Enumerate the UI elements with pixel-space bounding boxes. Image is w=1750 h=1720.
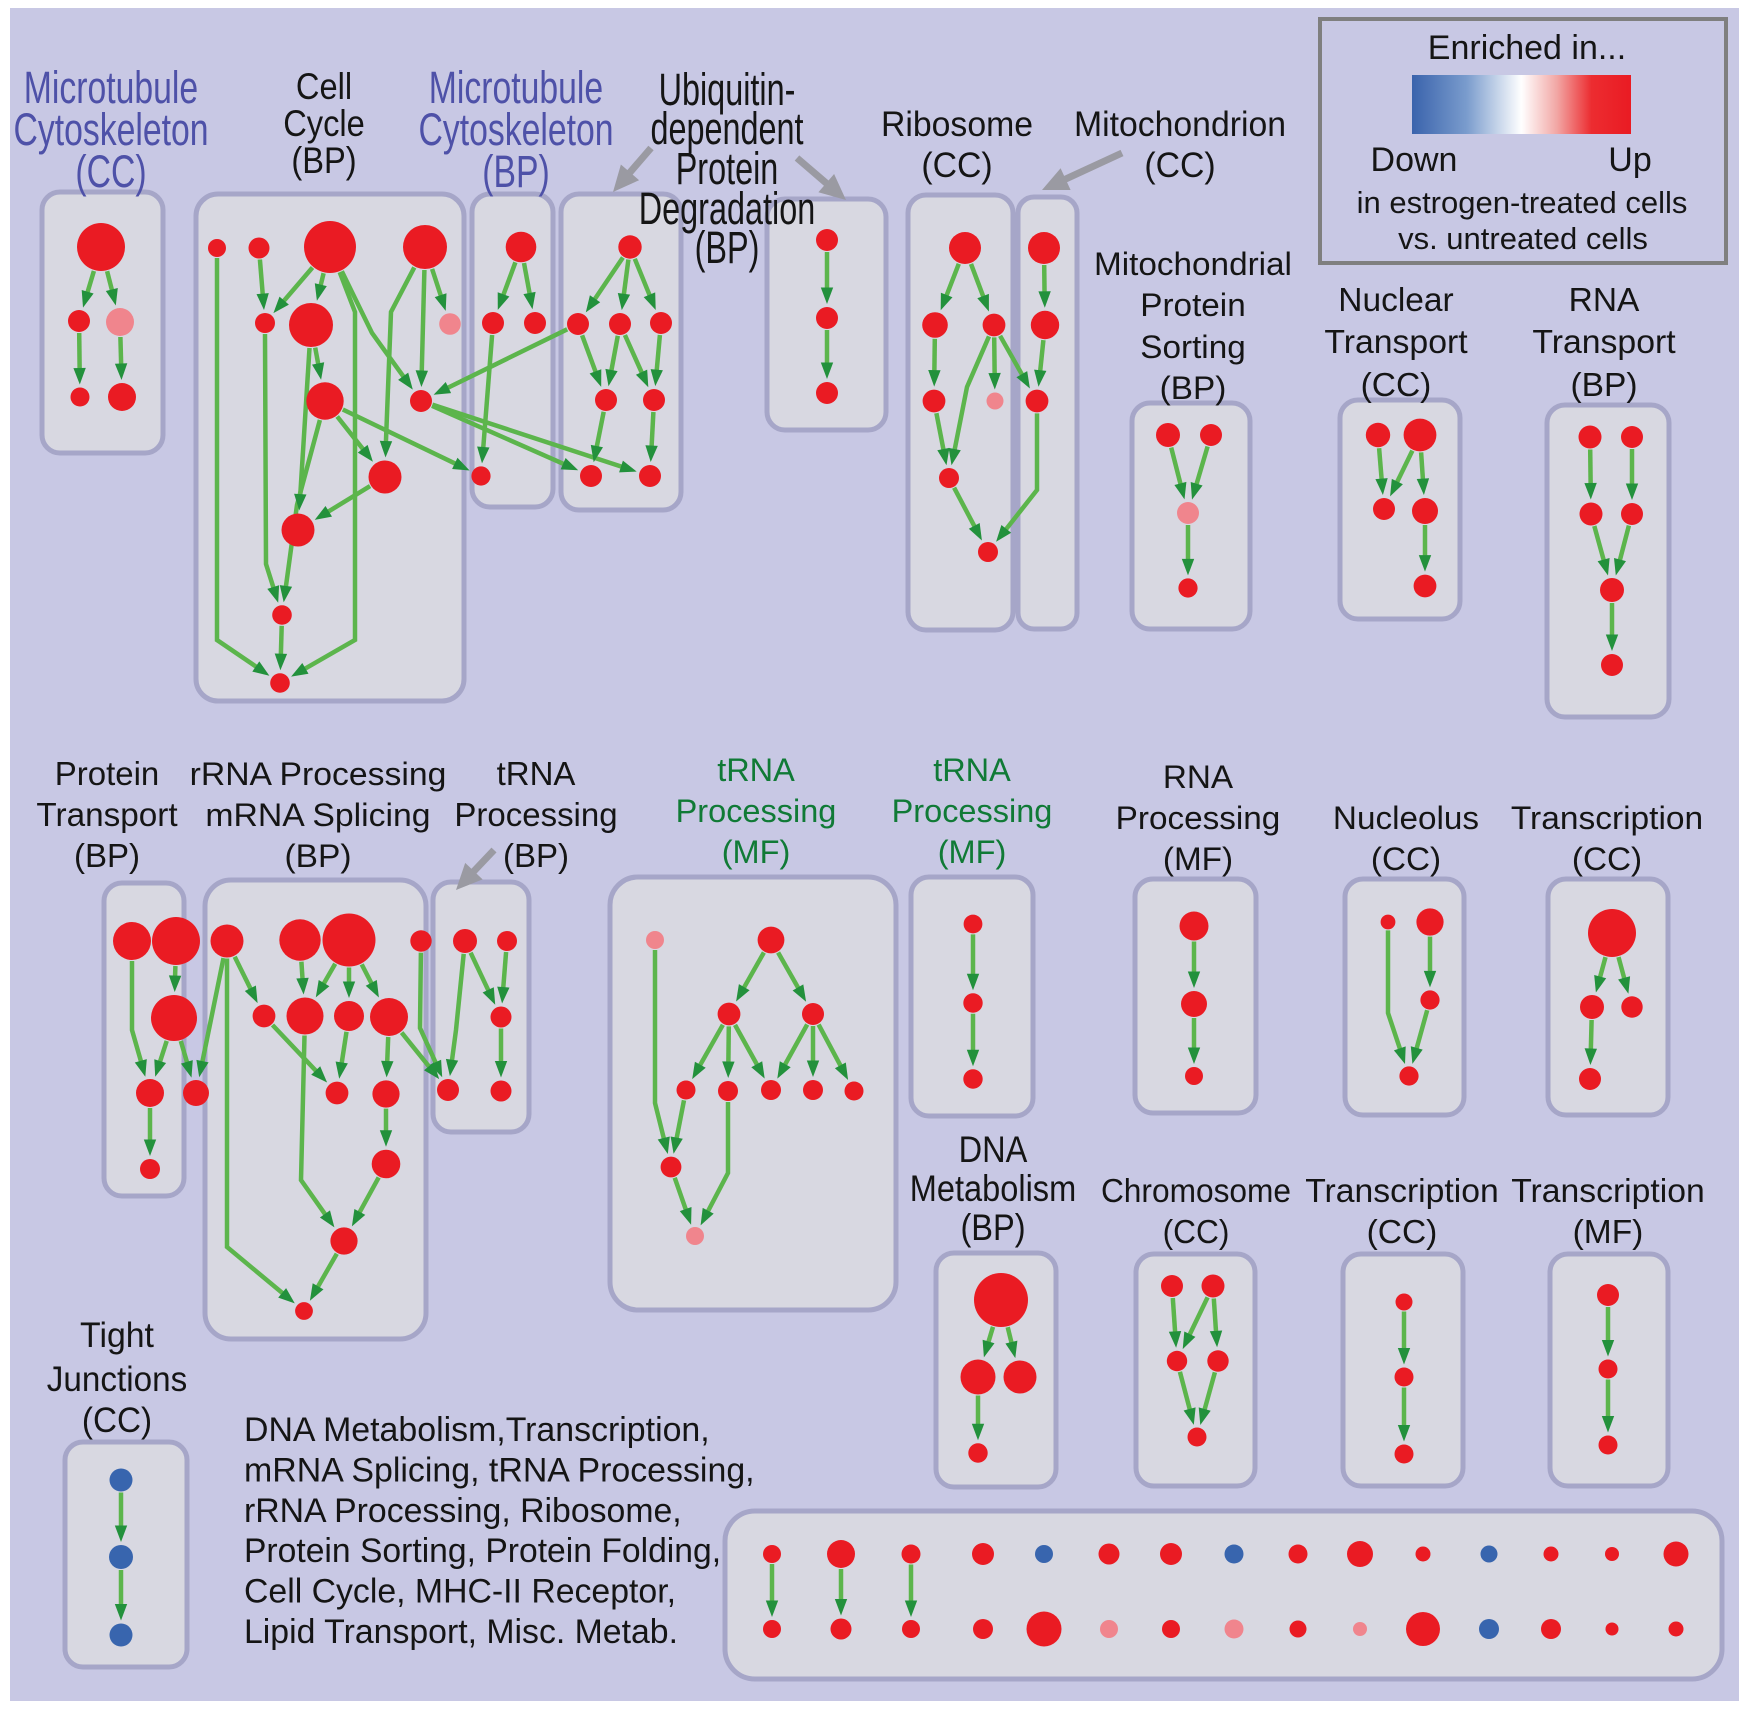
svg-text:Enriched in...: Enriched in... (1428, 29, 1626, 67)
svg-text:Tight: Tight (80, 1316, 154, 1355)
svg-text:(CC): (CC) (1367, 1214, 1438, 1251)
svg-text:Transport: Transport (1532, 324, 1676, 361)
svg-text:Mitochondrial: Mitochondrial (1094, 246, 1292, 282)
svg-text:Transcription: Transcription (1511, 800, 1703, 836)
svg-text:(CC): (CC) (75, 146, 146, 197)
svg-text:Transport: Transport (36, 796, 177, 833)
svg-text:Transcription: Transcription (1511, 1173, 1705, 1210)
svg-text:Protein: Protein (55, 755, 160, 792)
svg-text:mRNA Splicing: mRNA Splicing (205, 797, 430, 833)
svg-text:Processing: Processing (1116, 800, 1281, 836)
svg-text:(BP): (BP) (285, 838, 352, 874)
svg-text:Microtubule: Microtubule (429, 62, 603, 113)
svg-text:tRNA: tRNA (933, 752, 1011, 788)
svg-text:Transcription: Transcription (1305, 1173, 1499, 1210)
svg-text:Sorting: Sorting (1140, 329, 1245, 365)
svg-text:Ribosome: Ribosome (881, 105, 1033, 144)
svg-text:(BP): (BP) (291, 139, 356, 181)
svg-text:in estrogen-treated cells: in estrogen-treated cells (1357, 185, 1688, 220)
svg-text:(CC): (CC) (1361, 367, 1432, 404)
svg-text:Mitochondrion: Mitochondrion (1074, 105, 1286, 144)
svg-text:vs. untreated cells: vs. untreated cells (1398, 221, 1648, 256)
svg-text:(BP): (BP) (695, 222, 760, 273)
svg-text:(MF): (MF) (1573, 1214, 1644, 1251)
svg-text:dependent: dependent (650, 103, 803, 154)
svg-text:Cycle: Cycle (283, 102, 365, 144)
svg-text:(MF): (MF) (722, 834, 791, 870)
svg-text:Lipid Transport, Misc. Metab.: Lipid Transport, Misc. Metab. (244, 1613, 678, 1651)
svg-text:Transport: Transport (1324, 324, 1468, 361)
svg-text:Nucleolus: Nucleolus (1333, 800, 1479, 836)
svg-text:Cytoskeleton: Cytoskeleton (13, 104, 208, 155)
svg-text:tRNA: tRNA (717, 752, 795, 788)
svg-text:Up: Up (1608, 141, 1652, 179)
svg-text:(BP): (BP) (74, 837, 140, 874)
svg-text:Processing: Processing (676, 793, 837, 829)
svg-text:(MF): (MF) (1163, 841, 1233, 877)
svg-text:rRNA Processing: rRNA Processing (190, 756, 447, 792)
svg-text:RNA: RNA (1569, 282, 1640, 319)
svg-text:Protein Sorting, Protein Foldi: Protein Sorting, Protein Folding, (244, 1532, 721, 1570)
svg-text:Degradation: Degradation (639, 183, 816, 234)
svg-text:rRNA Processing, Ribosome,: rRNA Processing, Ribosome, (244, 1492, 682, 1530)
svg-text:Cytoskeleton: Cytoskeleton (418, 104, 613, 155)
svg-text:Microtubule: Microtubule (24, 62, 198, 113)
svg-text:mRNA Splicing, tRNA Processing: mRNA Splicing, tRNA Processing, (244, 1451, 755, 1489)
svg-text:Processing: Processing (892, 793, 1053, 829)
svg-text:(CC): (CC) (921, 146, 992, 185)
svg-text:(CC): (CC) (1371, 841, 1441, 877)
svg-text:Protein: Protein (1140, 287, 1245, 323)
svg-text:DNA: DNA (959, 1129, 1028, 1170)
svg-text:Cell: Cell (296, 65, 352, 107)
svg-text:(CC): (CC) (82, 1401, 152, 1440)
svg-text:tRNA: tRNA (497, 755, 576, 792)
svg-text:(CC): (CC) (1144, 146, 1215, 185)
svg-text:(BP): (BP) (1571, 367, 1638, 404)
svg-text:(BP): (BP) (960, 1207, 1025, 1248)
svg-text:Ubiquitin-: Ubiquitin- (659, 64, 796, 115)
svg-text:(CC): (CC) (1163, 1213, 1230, 1250)
svg-text:(BP): (BP) (482, 146, 550, 197)
svg-text:Nuclear: Nuclear (1338, 282, 1453, 319)
svg-text:DNA Metabolism,Transcription,: DNA Metabolism,Transcription, (244, 1411, 710, 1449)
svg-text:Metabolism: Metabolism (910, 1168, 1076, 1209)
svg-text:(MF): (MF) (938, 834, 1007, 870)
svg-text:Protein: Protein (676, 143, 779, 194)
svg-text:Processing: Processing (454, 796, 617, 833)
svg-text:(BP): (BP) (503, 837, 569, 874)
svg-text:Junctions: Junctions (47, 1360, 187, 1399)
svg-text:Cell Cycle, MHC-II Receptor,: Cell Cycle, MHC-II Receptor, (244, 1573, 676, 1611)
svg-text:Down: Down (1371, 141, 1458, 179)
svg-text:RNA: RNA (1163, 759, 1234, 795)
svg-text:Chromosome: Chromosome (1101, 1172, 1291, 1209)
svg-text:(CC): (CC) (1572, 841, 1642, 877)
svg-text:(BP): (BP) (1160, 370, 1227, 406)
